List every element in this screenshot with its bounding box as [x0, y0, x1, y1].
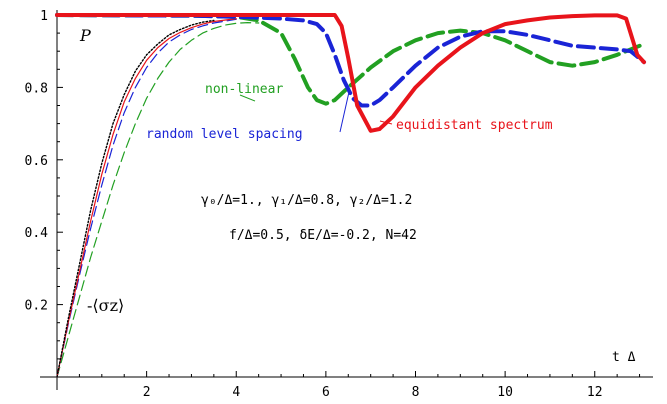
gamma-params: γ₀/Δ=1., γ₁/Δ=0.8, γ₂/Δ=1.2 — [201, 193, 412, 208]
random-label: random level spacing — [146, 127, 303, 142]
sigma-label: -⟨σz⟩ — [87, 296, 124, 315]
series-line-4 — [56, 18, 237, 378]
x-tick-label: 10 — [497, 385, 513, 400]
series-line-1 — [55, 13, 646, 108]
x-tick-label: 4 — [232, 385, 240, 400]
axes: 2 4 6 8 10 12 0.2 0.4 0.6 0.8 1 — [25, 9, 653, 400]
x-tick-label: 8 — [412, 385, 420, 400]
equidistant-label: equidistant spectrum — [396, 118, 553, 133]
equidistant-pointer — [379, 120, 393, 125]
p-label: P — [79, 26, 91, 45]
x-axis-label: t Δ — [612, 350, 636, 365]
f-params: f/Δ=0.5, δE/Δ=-0.2, N=42 — [229, 228, 417, 243]
annotations: P non-linear random level spacing equidi… — [79, 26, 636, 365]
series-line-5 — [56, 18, 237, 378]
series-group — [55, 13, 646, 378]
random-pointer — [339, 91, 350, 133]
y-tick-label: 0.8 — [25, 81, 48, 96]
series-line-0 — [55, 13, 646, 133]
series-line-3 — [56, 19, 215, 378]
series-line-2 — [55, 13, 642, 106]
y-tick-label: 1 — [40, 9, 48, 24]
nonlinear-pointer — [239, 94, 256, 102]
nonlinear-label: non-linear — [205, 82, 283, 97]
series-line-6 — [56, 22, 260, 378]
x-tick-label: 12 — [587, 385, 603, 400]
y-tick-label: 0.2 — [25, 299, 48, 314]
y-tick-label: 0.6 — [25, 154, 48, 169]
x-tick-label: 2 — [143, 385, 151, 400]
x-tick-label: 6 — [322, 385, 330, 400]
y-tick-label: 0.4 — [25, 226, 49, 241]
label-pointers — [239, 91, 393, 133]
